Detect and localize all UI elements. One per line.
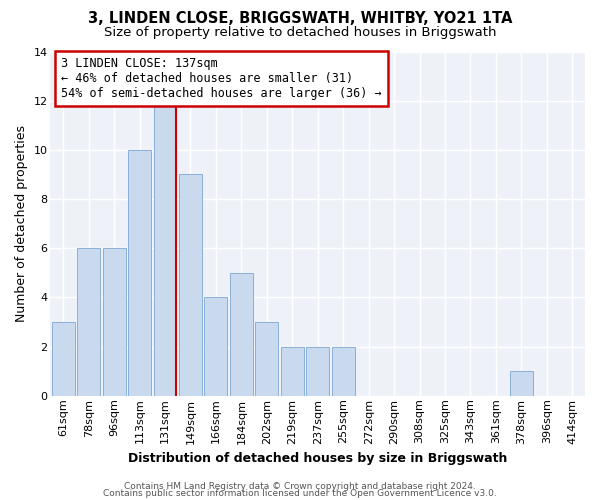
Text: 3 LINDEN CLOSE: 137sqm
← 46% of detached houses are smaller (31)
54% of semi-det: 3 LINDEN CLOSE: 137sqm ← 46% of detached… xyxy=(61,56,382,100)
Bar xyxy=(306,346,329,396)
Text: Contains HM Land Registry data © Crown copyright and database right 2024.: Contains HM Land Registry data © Crown c… xyxy=(124,482,476,491)
Bar xyxy=(154,100,176,396)
X-axis label: Distribution of detached houses by size in Briggswath: Distribution of detached houses by size … xyxy=(128,452,508,465)
Bar xyxy=(77,248,100,396)
Y-axis label: Number of detached properties: Number of detached properties xyxy=(15,125,28,322)
Bar xyxy=(281,346,304,396)
Bar xyxy=(52,322,74,396)
Bar xyxy=(510,371,533,396)
Bar xyxy=(179,174,202,396)
Bar xyxy=(230,273,253,396)
Bar xyxy=(332,346,355,396)
Bar xyxy=(205,298,227,396)
Bar xyxy=(128,150,151,396)
Text: Size of property relative to detached houses in Briggswath: Size of property relative to detached ho… xyxy=(104,26,496,39)
Bar xyxy=(103,248,125,396)
Bar xyxy=(256,322,278,396)
Text: Contains public sector information licensed under the Open Government Licence v3: Contains public sector information licen… xyxy=(103,489,497,498)
Text: 3, LINDEN CLOSE, BRIGGSWATH, WHITBY, YO21 1TA: 3, LINDEN CLOSE, BRIGGSWATH, WHITBY, YO2… xyxy=(88,11,512,26)
